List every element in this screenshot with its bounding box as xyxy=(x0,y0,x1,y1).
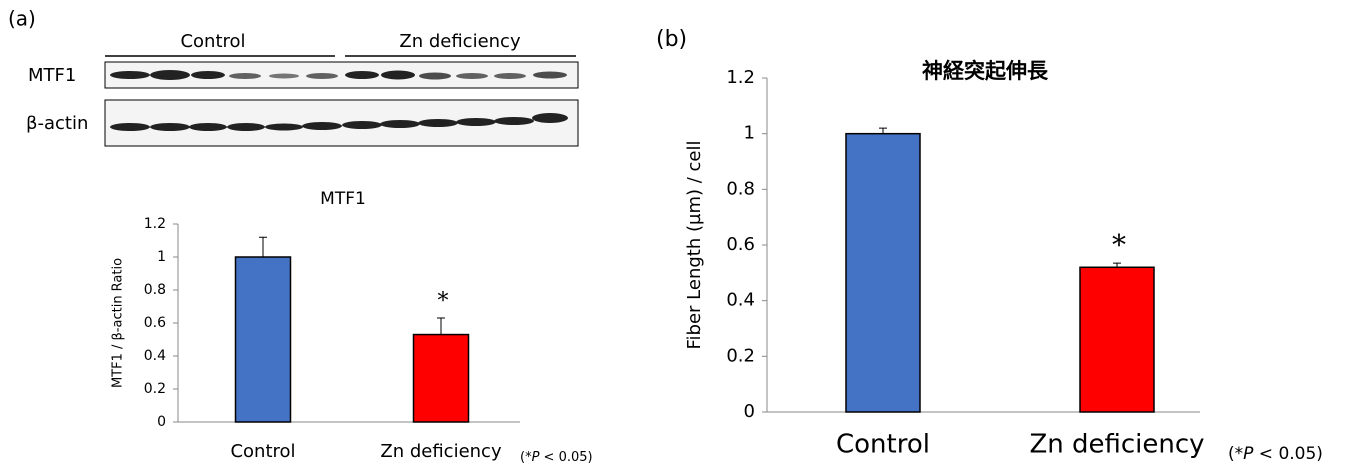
bar xyxy=(414,335,469,422)
figure: Control Zn deficiency MTF1 β-actin (a) MT… xyxy=(0,0,1347,466)
error-bar xyxy=(437,318,445,335)
y-tick-label: 1 xyxy=(157,249,166,265)
panel-label: (b) xyxy=(656,27,687,52)
error-bar xyxy=(879,128,887,134)
y-tick-label: 0.8 xyxy=(144,282,166,298)
note-part: < 0.05) xyxy=(1253,444,1323,464)
note-part: (* xyxy=(520,450,532,465)
significance-mark: * xyxy=(438,289,449,314)
y-tick-label: 1.2 xyxy=(144,216,166,232)
row-label: MTF1 xyxy=(28,65,76,86)
x-tick-label: Control xyxy=(230,441,295,462)
y-tick-label: 0.4 xyxy=(726,290,755,311)
note-part: < 0.05) xyxy=(539,450,592,465)
y-tick-label: 0.4 xyxy=(144,348,166,364)
y-tick-label: 0.2 xyxy=(726,345,755,366)
row-label: β-actin xyxy=(26,113,88,134)
y-tick-label: 0.8 xyxy=(726,178,755,199)
error-bar xyxy=(259,237,267,257)
y-tick-label: 1 xyxy=(744,123,755,144)
y-axis-label: Fiber Length (µm) / cell xyxy=(684,141,705,350)
y-axis-label: MTF1 / β-actin Ratio xyxy=(111,258,126,388)
bar xyxy=(236,257,291,422)
bar xyxy=(1080,267,1154,412)
x-tick-label: Control xyxy=(836,430,930,460)
note: (*P < 0.05) xyxy=(520,450,593,465)
panel-label: (a) xyxy=(8,7,36,31)
y-tick-label: 0.6 xyxy=(144,315,166,331)
note-part: P xyxy=(532,450,540,465)
blot: Control Zn deficiency MTF1 β-actin xyxy=(26,31,578,146)
y-tick-label: 0 xyxy=(744,401,755,422)
y-tick-label: 0.2 xyxy=(144,381,166,397)
x-tick-label: Zn deficiency xyxy=(1029,430,1204,460)
bar xyxy=(846,134,920,412)
note: (*P < 0.05) xyxy=(1228,444,1323,464)
x-tick-label: Zn deficiency xyxy=(380,441,502,462)
significance-mark: * xyxy=(1112,229,1126,262)
chart-title: 神経突起伸長 xyxy=(922,59,1049,83)
group-label: Control xyxy=(180,31,245,52)
chart-title: MTF1 xyxy=(320,189,366,209)
y-tick-label: 0 xyxy=(157,414,166,430)
note-part: (* xyxy=(1228,444,1243,464)
group-label: Zn deficiency xyxy=(399,31,521,52)
y-tick-label: 0.6 xyxy=(726,234,755,255)
y-tick-label: 1.2 xyxy=(726,67,755,88)
